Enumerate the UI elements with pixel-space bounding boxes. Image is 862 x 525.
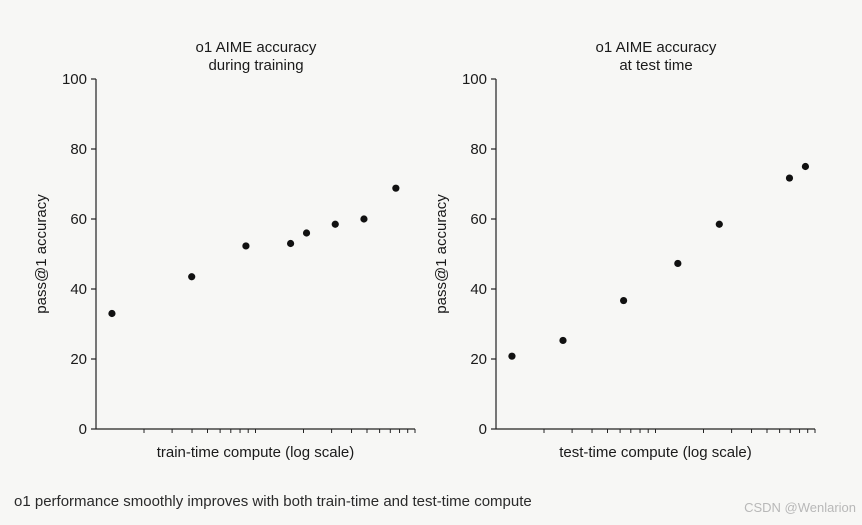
chart-1-y-axis-label: pass@1 accuracy — [433, 194, 450, 314]
chart-0-y-tick-label: 60 — [70, 211, 87, 228]
chart-0-title-line-1: during training — [208, 57, 303, 74]
chart-1-y-tick-label: 80 — [470, 141, 487, 158]
watermark: CSDN @Wenlarion — [744, 500, 856, 515]
chart-0-y-tick-label: 100 — [62, 71, 87, 88]
chart-1-y-tick-label: 60 — [470, 211, 487, 228]
chart-0-data-point — [302, 229, 311, 237]
chart-1-data-point — [559, 336, 567, 345]
chart-1-data-point — [620, 296, 628, 305]
chart-1-x-axis-label: test-time compute (log scale) — [559, 444, 752, 461]
chart-0-y-tick-label: 0 — [79, 421, 87, 438]
chart-0-data-point — [108, 309, 116, 318]
chart-0-data-point — [188, 273, 196, 281]
chart-0-data-point — [392, 184, 400, 192]
chart-1-y-tick-label: 40 — [470, 281, 487, 298]
chart-0-y-axis-label: pass@1 accuracy — [33, 194, 50, 314]
chart-0-y-tick-label: 20 — [70, 351, 87, 368]
chart-1-y-tick-label: 0 — [479, 421, 487, 438]
chart-1-data-point — [801, 162, 810, 171]
chart-1-y-tick-label: 20 — [470, 351, 487, 368]
chart-0-data-point — [360, 215, 368, 223]
chart-0-y-tick-label: 80 — [70, 141, 87, 158]
chart-1-title-line-1: at test time — [619, 57, 692, 74]
chart-1-data-point — [508, 352, 516, 360]
chart-1-y-tick-label: 100 — [462, 71, 487, 88]
chart-0-data-point — [331, 220, 339, 228]
chart-0-x-axis-label: train-time compute (log scale) — [157, 444, 355, 461]
chart-1-data-point — [674, 259, 682, 268]
chart-1-title-line-0: o1 AIME accuracy — [596, 39, 717, 56]
chart-0-y-tick-label: 40 — [70, 281, 87, 298]
chart-0-data-point — [286, 239, 295, 248]
chart-1-data-point — [785, 174, 794, 182]
figure-caption: o1 performance smoothly improves with bo… — [14, 493, 532, 510]
chart-1-data-point — [715, 220, 723, 228]
chart-0-title-line-0: o1 AIME accuracy — [196, 39, 317, 56]
chart-0-data-point — [242, 242, 250, 250]
